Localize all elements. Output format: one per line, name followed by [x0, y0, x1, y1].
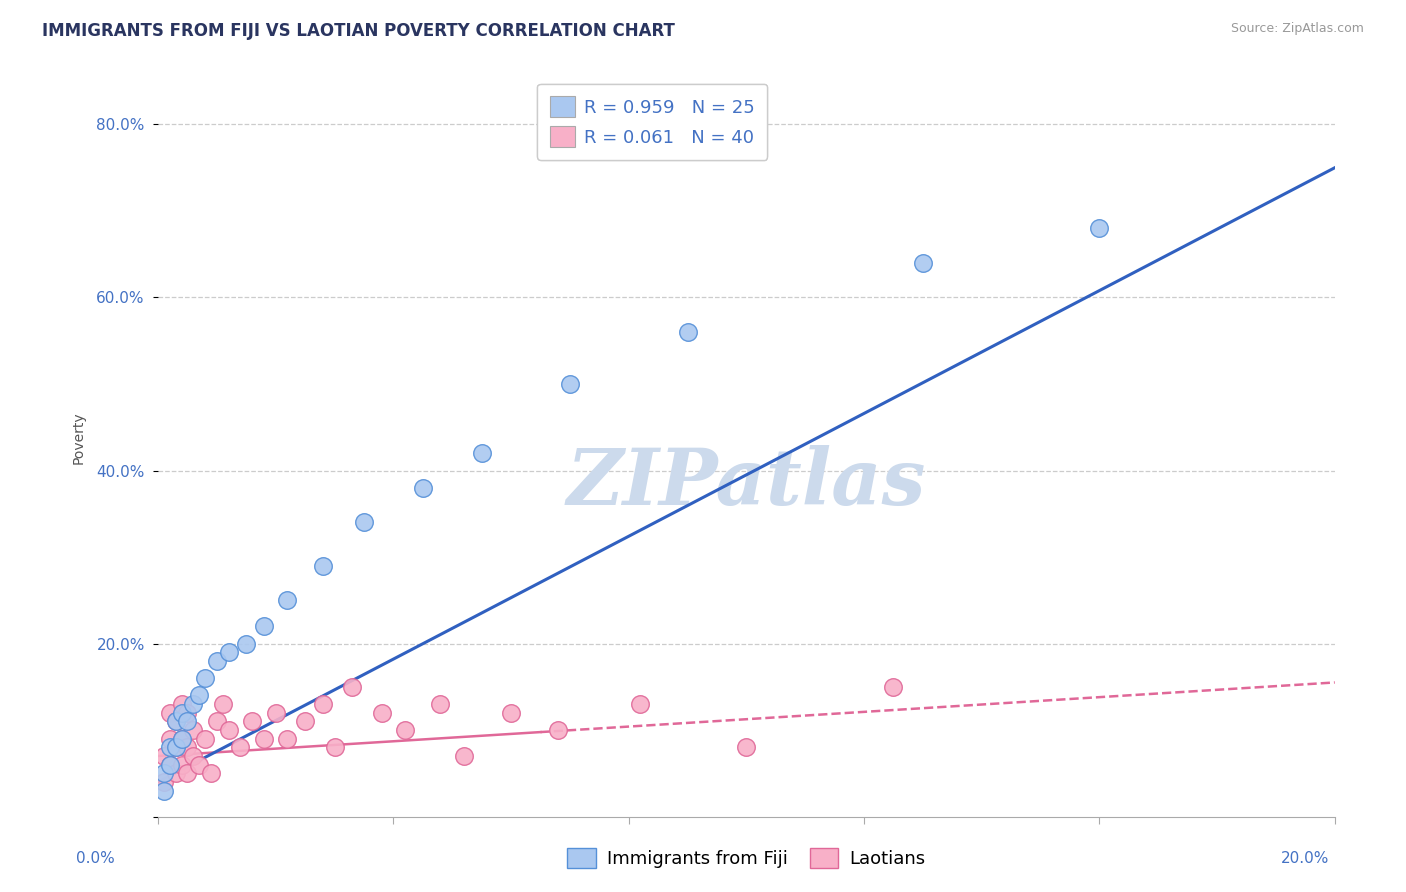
Point	[165, 714, 187, 729]
Point	[194, 671, 217, 685]
Point	[165, 714, 187, 729]
Point	[176, 706, 198, 720]
Point	[200, 766, 222, 780]
Point	[253, 731, 276, 746]
Point	[630, 697, 652, 711]
Point	[276, 593, 298, 607]
Point	[676, 325, 699, 339]
Point	[229, 740, 252, 755]
Point	[159, 706, 181, 720]
Point	[429, 697, 451, 711]
Point	[170, 757, 193, 772]
Point	[264, 706, 287, 720]
Text: 0.0%: 0.0%	[76, 851, 115, 865]
Point	[547, 723, 569, 737]
Point	[183, 697, 205, 711]
Point	[170, 706, 193, 720]
Point	[176, 714, 198, 729]
Point	[323, 740, 346, 755]
Point	[211, 697, 233, 711]
Point	[159, 731, 181, 746]
Text: ZIPatlas: ZIPatlas	[567, 445, 927, 522]
Point	[276, 731, 298, 746]
Point	[205, 714, 228, 729]
Point	[882, 680, 904, 694]
Point	[159, 757, 181, 772]
Point	[159, 740, 181, 755]
Point	[194, 731, 217, 746]
Point	[153, 775, 176, 789]
Text: 20.0%: 20.0%	[1281, 851, 1329, 865]
Point	[312, 558, 335, 573]
Text: IMMIGRANTS FROM FIJI VS LAOTIAN POVERTY CORRELATION CHART: IMMIGRANTS FROM FIJI VS LAOTIAN POVERTY …	[42, 22, 675, 40]
Point	[294, 714, 316, 729]
Point	[1088, 221, 1111, 235]
Point	[499, 706, 522, 720]
Point	[453, 749, 475, 764]
Point	[218, 723, 240, 737]
Point	[253, 619, 276, 633]
Text: Source: ZipAtlas.com: Source: ZipAtlas.com	[1230, 22, 1364, 36]
Point	[183, 723, 205, 737]
Point	[176, 740, 198, 755]
Point	[165, 740, 187, 755]
Point	[353, 516, 375, 530]
Point	[188, 757, 211, 772]
Point	[170, 731, 193, 746]
Point	[165, 766, 187, 780]
Y-axis label: Poverty: Poverty	[72, 412, 86, 465]
Point	[412, 481, 434, 495]
Point	[188, 689, 211, 703]
Point	[170, 731, 193, 746]
Point	[205, 654, 228, 668]
Point	[235, 636, 257, 650]
Point	[159, 757, 181, 772]
Point	[153, 749, 176, 764]
Point	[153, 766, 176, 780]
Point	[342, 680, 364, 694]
Point	[165, 740, 187, 755]
Point	[735, 740, 758, 755]
Point	[240, 714, 263, 729]
Point	[394, 723, 416, 737]
Point	[170, 697, 193, 711]
Legend: R = 0.959   N = 25, R = 0.061   N = 40: R = 0.959 N = 25, R = 0.061 N = 40	[537, 84, 768, 160]
Point	[176, 766, 198, 780]
Point	[911, 256, 934, 270]
Point	[153, 783, 176, 797]
Point	[471, 446, 494, 460]
Point	[218, 645, 240, 659]
Point	[183, 749, 205, 764]
Point	[558, 376, 581, 391]
Point	[312, 697, 335, 711]
Point	[370, 706, 392, 720]
